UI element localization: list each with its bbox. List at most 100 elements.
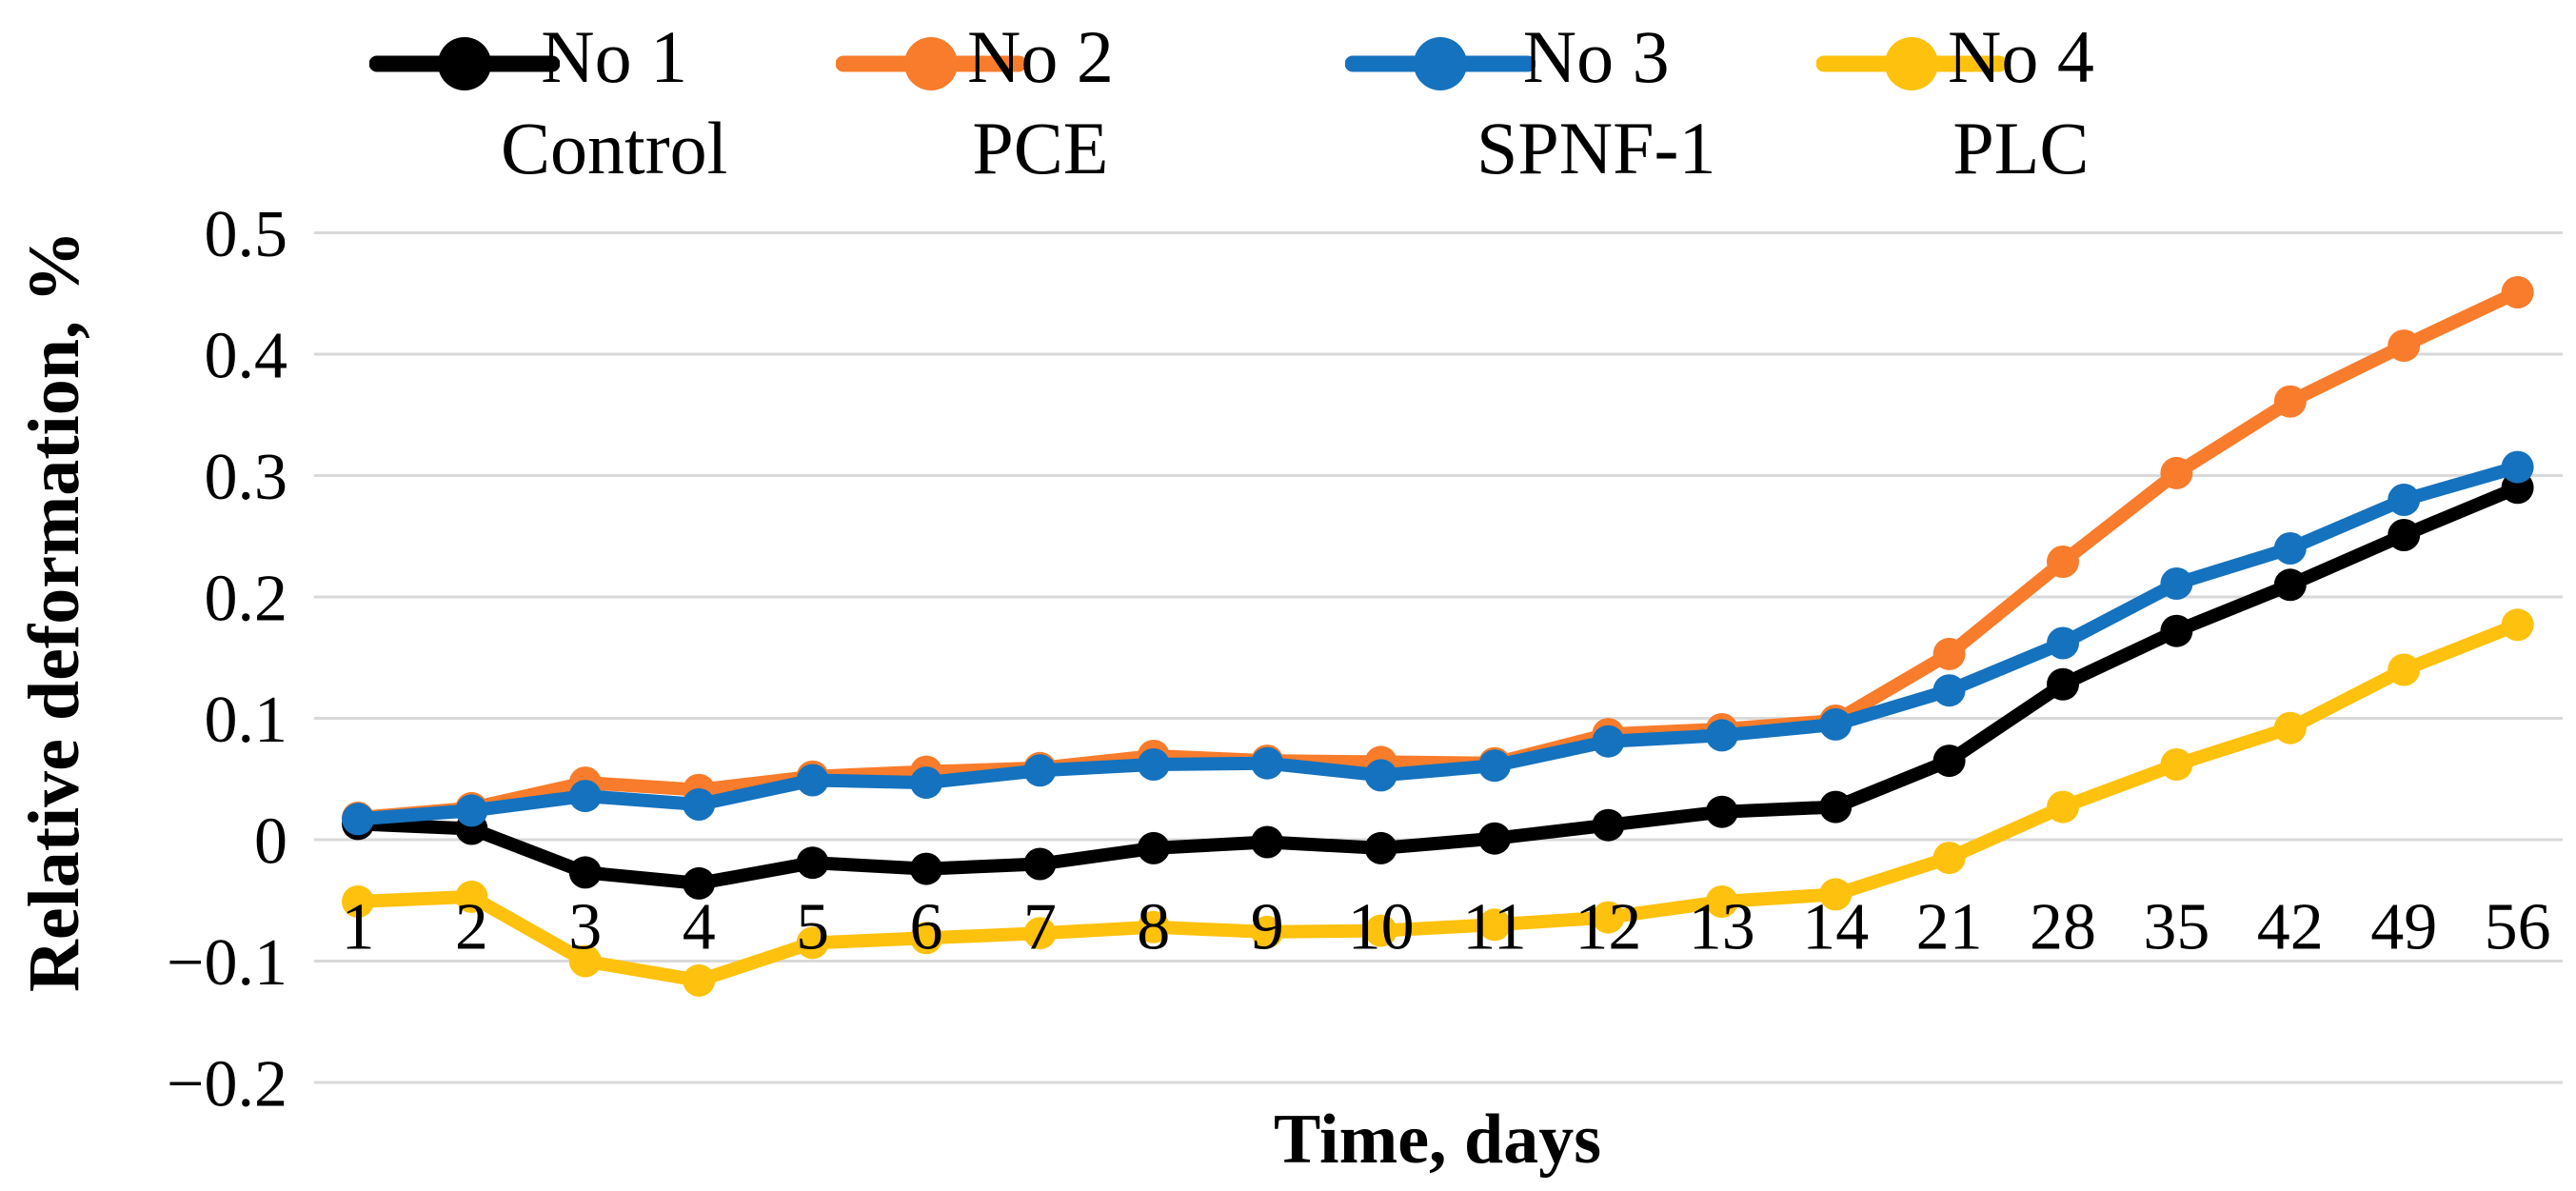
no1-legend-marker (369, 37, 560, 90)
x-tick-label: 8 (1137, 891, 1170, 964)
series-no-4-plc-point-3 (568, 944, 602, 978)
series-no-1-control-point-6 (910, 852, 942, 885)
series-no-4-plc-point-9 (1251, 915, 1284, 948)
series-no-4-plc-point-49 (2388, 653, 2421, 686)
y-tick-labels: 0.5 0.4 0.3 0.2 0.1 0 −0.1 −0.2 (167, 198, 287, 1122)
series-no-3-spnf-1-point-3 (568, 780, 602, 813)
series-no-3-spnf-1-point-42 (2273, 532, 2307, 565)
x-tick-label: 12 (1575, 891, 1641, 964)
y-tick-label: −0.1 (167, 926, 287, 1000)
legend-label-no4: No 4 (1948, 15, 2094, 98)
series-no-3-spnf-1-point-5 (796, 764, 829, 797)
series-no-1-control-point-9 (1251, 825, 1284, 859)
x-tick-label: 14 (1802, 891, 1869, 964)
legend-entry-no1: No 1 Control (369, 11, 727, 194)
x-tick-label: 7 (1023, 891, 1057, 964)
series-no-4-plc (342, 608, 2534, 997)
x-tick-label: 3 (568, 891, 602, 964)
series-no-1-control-point-10 (1364, 831, 1397, 864)
no4-legend-marker (1816, 37, 2007, 90)
series-no-4-plc-point-7 (1023, 917, 1057, 950)
x-tick-label: 42 (2257, 891, 2324, 964)
no2-legend-marker (836, 37, 1026, 90)
x-tick-label: 6 (910, 891, 943, 964)
series-no-1-control-point-12 (1592, 808, 1625, 842)
series-no-4-plc-point-5 (796, 926, 829, 960)
series-no-1-control-point-35 (2160, 614, 2193, 647)
series-no-3-spnf-1-point-13 (1705, 719, 1738, 752)
series-no-4-plc-point-42 (2273, 711, 2307, 744)
x-axis-title: Time, days (1273, 1101, 1602, 1179)
series-no-4-plc-point-21 (1932, 842, 1966, 875)
x-tick-label: 2 (455, 891, 488, 964)
series-no-3-spnf-1-point-56 (2501, 450, 2534, 484)
legend-sublabel-no2: PCE (972, 107, 1109, 189)
series-no-3-spnf-1-point-4 (683, 788, 716, 821)
series-no-3-spnf-1-point-21 (1932, 674, 1966, 707)
series-no-3-spnf-1-point-49 (2388, 484, 2421, 516)
series-no-4-plc-point-10 (1364, 914, 1397, 947)
series-no-3-spnf-1-point-11 (1478, 749, 1511, 783)
legend-label-no1: No 1 (541, 15, 688, 98)
series-no-4-plc-point-35 (2160, 748, 2193, 781)
series-no-1-control (342, 471, 2534, 900)
y-tick-label: 0 (254, 805, 287, 879)
series-no-2-pce-point-28 (2047, 546, 2079, 578)
series-no-4-plc-point-56 (2501, 608, 2534, 642)
legend-sublabel-no1: Control (501, 107, 728, 189)
legend-sublabel-no3: SPNF-1 (1476, 107, 1716, 189)
series-no-3-spnf-1-point-7 (1023, 754, 1057, 787)
x-tick-label: 49 (2370, 891, 2437, 964)
y-tick-label: −0.2 (167, 1048, 287, 1122)
series-no-2-pce-point-49 (2388, 329, 2421, 363)
y-tick-label: 0.1 (205, 684, 288, 757)
series-no-2-pce-point-21 (1932, 637, 1966, 670)
series-no-1-control-line (351, 481, 2525, 890)
x-tick-label: 21 (1916, 891, 1983, 964)
series-no-2-pce-point-42 (2273, 385, 2307, 418)
series-no-1-control-point-28 (2047, 667, 2079, 701)
series-no-1-control-point-7 (1023, 847, 1057, 881)
x-tick-label: 11 (1462, 891, 1526, 964)
legend-label-no3: No 3 (1522, 15, 1670, 98)
series-no-4-plc-point-1 (342, 885, 374, 918)
series-no-4-plc-point-4 (683, 963, 716, 997)
series-no-4-plc-point-28 (2047, 790, 2079, 824)
series-no-4-plc-point-2 (455, 880, 488, 913)
legend-entry-no2: No 2 PCE (836, 11, 1114, 194)
y-tick-label: 0.3 (205, 441, 288, 514)
x-tick-label: 56 (2485, 891, 2551, 964)
series-no-1-control-point-13 (1705, 795, 1738, 828)
series-no-3-spnf-1-point-10 (1364, 759, 1397, 792)
series-no-3-spnf-1 (342, 450, 2534, 836)
y-tick-label: 0.2 (205, 563, 288, 636)
x-tick-label: 9 (1251, 891, 1284, 964)
y-tick-label: 0.5 (205, 198, 288, 271)
x-tick-label: 10 (1348, 891, 1415, 964)
series-no-3-spnf-1-point-6 (910, 766, 942, 800)
series-no-3-spnf-1-line (351, 460, 2525, 826)
series-no-4-plc-point-13 (1705, 885, 1738, 918)
x-tick-label: 5 (796, 891, 829, 964)
series-no-4-plc-point-11 (1478, 908, 1511, 942)
series-no-1-control-point-42 (2273, 568, 2307, 602)
series-no-3-spnf-1-point-14 (1819, 707, 1853, 741)
series-no-1-control-point-3 (568, 856, 602, 889)
series-no-3-spnf-1-point-35 (2160, 567, 2193, 600)
series-no-1-control-point-21 (1932, 744, 1966, 778)
no3-legend-marker (1345, 37, 1536, 90)
series-no-2-pce-point-35 (2160, 456, 2193, 489)
x-tick-label: 1 (342, 891, 375, 964)
series-no-1-control-point-49 (2388, 519, 2421, 551)
series-no-4-plc-point-8 (1137, 910, 1170, 943)
series-no-3-spnf-1-point-1 (342, 803, 374, 836)
legend-entry-no4: No 4 PLC (1816, 11, 2094, 194)
series-no-4-plc-point-14 (1819, 878, 1853, 911)
series-no-3-spnf-1-point-28 (2047, 626, 2079, 660)
y-tick-label: 0.4 (205, 320, 288, 393)
x-tick-labels: 1 2 3 4 5 6 7 8 9 10 11 12 13 14 21 28 35 42 49 56 (342, 891, 2551, 964)
y-axis-title: Relative deformation, % (14, 230, 94, 992)
legend-entry-no3: No 3 SPNF-1 (1345, 11, 1715, 194)
x-tick-label: 35 (2143, 891, 2209, 964)
